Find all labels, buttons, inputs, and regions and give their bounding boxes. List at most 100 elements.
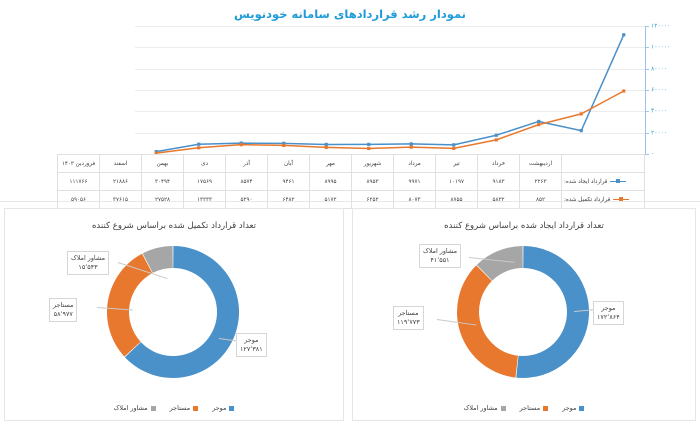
data-point-marker [197,146,201,150]
table-cell-completed: ۲۷۵۲۸ [141,190,184,209]
table-header-month: بهمن [141,154,184,173]
y-axis-tick [645,90,649,91]
table-cell-created: ۲۲۶۳ [519,172,562,191]
line-series-completed [156,90,625,154]
right-donut-svg [457,246,590,378]
legend-label-mojer: موجر [212,404,227,412]
donut-slice-mojer[interactable] [124,246,240,378]
table-cell-completed: ۸۰۷۳ [393,190,436,209]
right-callout-mojer: موجر ۱۷۲٬۸۶۴ [593,301,624,325]
table-row-months: اردیبهشت خرداد تیر مرداد شهریور مهر آبان آذر دی ب… [57,154,645,173]
table-row-completed: قرارداد تکمیل شده: ۸۵۲ ۵۸۳۲ ۸۷۵۵ ۸۰۷۳ ۶۲۵۲ ۵۱… [57,190,645,209]
left-callout-mostajer-label: مستاجر [53,300,74,309]
series-marker-created-icon [610,178,627,185]
legend-label-mostajer: مستاجر [169,404,191,412]
y-axis-label: ۰ [651,150,655,158]
data-point-marker [367,146,371,151]
table-header-month: مهر [309,154,352,173]
right-callout-mostajer: مستاجر ۱۱۹٬۷۷۳ [393,306,424,330]
donut-slice-mostajer[interactable] [107,253,153,357]
legend-swatch-moshaver-icon [150,405,156,411]
y-axis-label: ۱۰۰۰۰۰ [651,43,671,51]
right-callout-moshaver-value: ۴۱٬۵۵۱ [430,255,450,264]
left-callout-mojer-label: موجر [244,335,259,344]
legend-label-mojer: موجر [562,404,577,412]
table-header-month: آذر [225,154,268,173]
gridline [135,47,645,49]
donut-slice-moshaver[interactable] [476,246,523,281]
table-cell-completed: ۶۲۵۲ [351,190,394,209]
data-point-marker [452,143,456,147]
donut-slice-mostajer[interactable] [457,265,518,378]
data-point-marker [409,142,413,146]
gridline [135,26,645,27]
table-corner-cell [561,154,645,173]
gridline [135,90,645,91]
table-header-month: مرداد [393,154,436,173]
table-cell-completed: ۸۵۲ [519,190,562,209]
table-header-month: اردیبهشت [519,154,562,173]
legend-item-mostajer[interactable]: مستاجر [169,404,199,412]
data-point-marker [282,141,286,145]
data-point-marker [197,142,201,146]
legend-item-moshaver[interactable]: مشاور املاک [114,404,156,412]
table-cell-created: ۱۷۵۶۹ [183,172,226,191]
right-callout-moshaver-label: مشاور املاک [423,246,458,255]
table-header-month: اسفند [99,154,142,173]
table-row-created: قرارداد ایجاد شده: ۲۲۶۳ ۹۱۸۳ ۱۰۱۹۷ ۹۹۷۱ ۸۹۵۳… [57,172,645,191]
table-cell-completed: ۵۱۷۲ [309,190,352,209]
table-cell-created: ۹۴۶۱ [267,172,310,191]
right-donut-wrap [353,239,695,394]
left-callout-moshaver-label: مشاور املاک [71,253,106,262]
right-callout-mostajer-label: مستاجر [398,308,419,317]
data-point-marker [452,146,456,150]
line-series-created [156,34,625,153]
y-axis-label: ۱۲۰۰۰۰ [651,22,671,30]
y-axis: ۱۲۰۰۰۰ ۱۰۰۰۰۰ ۸۰۰۰۰ ۶۰۰۰۰ ۴۰۰۰۰ ۲۰۰۰۰ ۰ [645,22,700,162]
legend-swatch-mostajer-icon [193,405,199,411]
left-donut-legend: موجر مستاجر مشاور املاک [5,404,343,412]
table-header-month: تیر [435,154,478,173]
left-donut-wrap [5,239,343,394]
legend-label-moshaver: مشاور املاک [113,404,148,412]
legend-item-mojer[interactable]: موجر [212,404,235,412]
left-donut-svg [107,246,240,378]
legend-item-mostajer[interactable]: مستاجر [520,404,549,412]
legend-swatch-mojer-icon [579,405,585,411]
left-callout-mostajer: مستاجر ۵۸٬۹۷۷ [49,298,78,322]
data-point-marker [409,145,413,149]
data-point-marker [537,123,541,127]
created-donut-panel: تعداد قرارداد ایجاد شده براساس شروع کنند… [352,208,696,421]
table-cell-created: ۹۱۸۳ [477,172,520,191]
y-axis-tick [645,26,649,27]
right-donut-legend: موجر مستاجر مشاور املاک [353,404,695,412]
data-point-marker [324,145,328,149]
table-cell-created: ۸۵۷۴ [225,172,268,191]
page-title: نمودار رشد قراردادهای سامانه خودنویس [234,7,466,21]
y-axis-tick [645,132,649,134]
legend-swatch-moshaver-icon [500,405,506,411]
table-cell-created: ۲۱۸۸۶ [99,172,142,191]
row-header-created: قرارداد ایجاد شده: [561,172,645,191]
data-point-marker [622,89,626,93]
y-axis-tick [645,154,649,155]
legend-item-moshaver[interactable]: مشاور املاک [464,404,506,412]
legend-item-mojer[interactable]: موجر [562,404,585,412]
donut-slice-mojer[interactable] [516,246,590,378]
table-header-month: دی [183,154,226,173]
data-point-marker [494,133,498,137]
left-callout-moshaver-value: ۱۵٬۵۴۳ [78,262,98,271]
table-cell-completed: ۸۷۵۵ [435,190,478,209]
donut-slice-moshaver[interactable] [142,246,173,273]
table-header-month: شهریور [351,154,394,173]
legend-label-moshaver: مشاور املاک [463,404,498,412]
data-point-marker [537,119,541,124]
data-point-marker [367,142,371,147]
y-axis-label: ۶۰۰۰۰ [651,86,668,94]
left-donut-title: تعداد قرارداد تکمیل شده براساس شروع کنند… [91,221,257,231]
row-header-completed: قرارداد تکمیل شده: [561,190,645,209]
right-callout-mostajer-value: ۱۱۹٬۷۷۳ [397,317,420,326]
table-cell-created: ۱۱۱۷۶۶ [57,172,100,191]
right-donut-title: تعداد قرارداد ایجاد شده براساس شروع کنند… [444,221,604,231]
table-cell-completed: ۳۷۶۱۵ [99,190,142,209]
